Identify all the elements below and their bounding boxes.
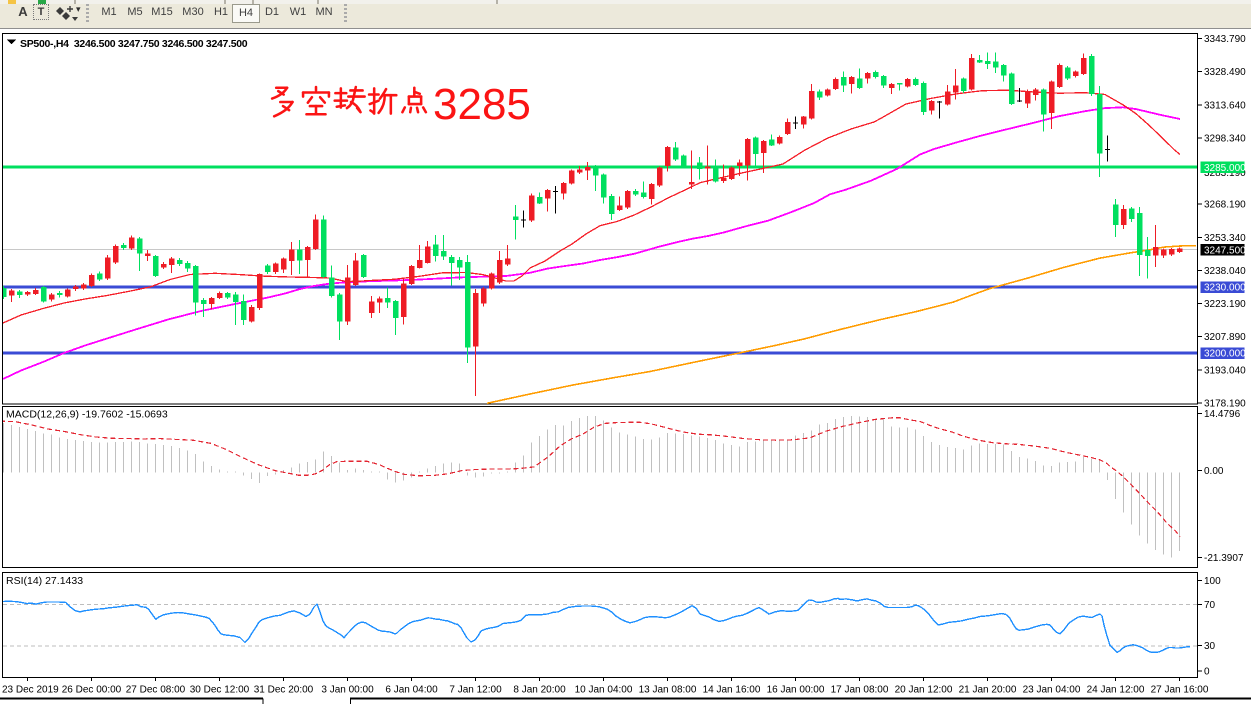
svg-text:3238.040: 3238.040	[1204, 266, 1246, 277]
svg-text:3283.190: 3283.190	[1204, 168, 1246, 179]
svg-text:14 Jan 16:00: 14 Jan 16:00	[703, 685, 761, 696]
svg-text:3343.790: 3343.790	[1204, 34, 1246, 45]
svg-text:10 Jan 04:00: 10 Jan 04:00	[575, 685, 633, 696]
svg-text:100: 100	[1204, 576, 1221, 587]
svg-text:0.00: 0.00	[1204, 466, 1224, 477]
svg-text:21 Jan 20:00: 21 Jan 20:00	[959, 685, 1017, 696]
svg-text:3328.490: 3328.490	[1204, 67, 1246, 78]
svg-text:3 Jan 00:00: 3 Jan 00:00	[321, 685, 374, 696]
svg-text:3285: 3285	[433, 80, 531, 129]
svg-text:23 Jan 04:00: 23 Jan 04:00	[1023, 685, 1081, 696]
svg-text:30 Dec 12:00: 30 Dec 12:00	[190, 685, 250, 696]
svg-text:MACD(12,26,9) -19.7602 -15.069: MACD(12,26,9) -19.7602 -15.0693	[6, 409, 168, 421]
svg-text:RSI(14) 27.1433: RSI(14) 27.1433	[6, 575, 83, 587]
svg-text:3178.190: 3178.190	[1204, 398, 1246, 409]
svg-text:27 Dec 08:00: 27 Dec 08:00	[126, 685, 186, 696]
svg-text:13 Jan 08:00: 13 Jan 08:00	[639, 685, 697, 696]
svg-text:30: 30	[1204, 641, 1216, 652]
svg-text:0: 0	[1204, 667, 1210, 678]
svg-text:27 Jan 16:00: 27 Jan 16:00	[1151, 685, 1209, 696]
svg-text:3223.190: 3223.190	[1204, 299, 1246, 310]
svg-text:3207.890: 3207.890	[1204, 332, 1246, 343]
svg-text:3247.500: 3247.500	[1204, 245, 1246, 256]
svg-text:3230.000: 3230.000	[1204, 283, 1246, 294]
svg-text:23 Dec 2019: 23 Dec 2019	[2, 685, 59, 696]
svg-text:3298.340: 3298.340	[1204, 133, 1246, 144]
svg-text:-21.3907: -21.3907	[1204, 553, 1244, 564]
svg-text:14.4796: 14.4796	[1204, 409, 1241, 420]
svg-text:70: 70	[1204, 600, 1216, 611]
svg-text:8 Jan 20:00: 8 Jan 20:00	[513, 685, 566, 696]
svg-text:16 Jan 00:00: 16 Jan 00:00	[767, 685, 825, 696]
svg-text:26 Dec 00:00: 26 Dec 00:00	[62, 685, 122, 696]
svg-text:17 Jan 08:00: 17 Jan 08:00	[831, 685, 889, 696]
svg-text:3200.000: 3200.000	[1204, 349, 1246, 360]
svg-text:3268.190: 3268.190	[1204, 200, 1246, 211]
svg-text:3253.340: 3253.340	[1204, 233, 1246, 244]
svg-text:31 Dec 20:00: 31 Dec 20:00	[254, 685, 314, 696]
svg-text:3285.000: 3285.000	[1204, 163, 1246, 174]
svg-text:20 Jan 12:00: 20 Jan 12:00	[895, 685, 953, 696]
svg-text:7 Jan 12:00: 7 Jan 12:00	[449, 685, 502, 696]
svg-text:SP500-,H4 3246.500 3247.750 3: SP500-,H4 3246.500 3247.750 3246.500 324…	[20, 38, 248, 50]
svg-text:3193.040: 3193.040	[1204, 365, 1246, 376]
svg-text:3313.640: 3313.640	[1204, 100, 1246, 111]
svg-text:6 Jan 04:00: 6 Jan 04:00	[385, 685, 438, 696]
svg-text:24 Jan 12:00: 24 Jan 12:00	[1087, 685, 1145, 696]
